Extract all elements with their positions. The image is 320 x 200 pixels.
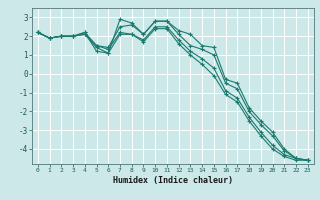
X-axis label: Humidex (Indice chaleur): Humidex (Indice chaleur) xyxy=(113,176,233,185)
